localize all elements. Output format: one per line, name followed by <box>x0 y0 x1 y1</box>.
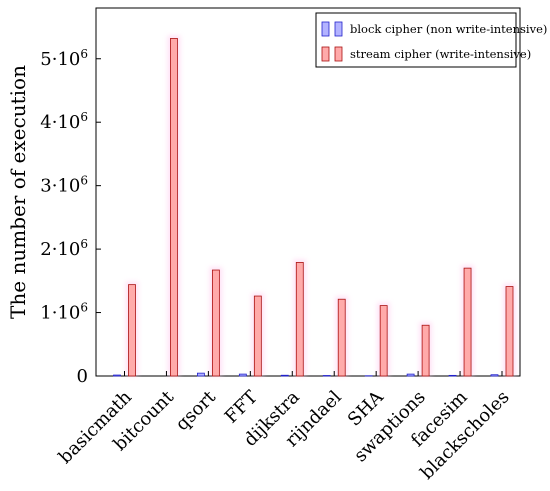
y-tick-label: 5·106 <box>40 47 88 70</box>
legend-box <box>315 12 517 68</box>
bar-block-cipher <box>448 374 457 377</box>
bar-stream-cipher <box>421 324 430 377</box>
legend-swatch <box>334 21 343 37</box>
y-tick-label: 1·106 <box>40 301 88 324</box>
legend: block cipher (non write-intensive) stream… <box>315 12 547 68</box>
bar-stream-cipher <box>295 262 304 377</box>
legend-swatch <box>321 21 330 37</box>
bar-block-cipher <box>322 375 331 377</box>
bar-block-cipher <box>406 373 415 377</box>
bar-stream-cipher <box>337 298 346 377</box>
bar-stream-cipher <box>463 267 472 377</box>
x-tick-label: qsort <box>172 386 221 435</box>
bar-block-cipher <box>238 373 247 377</box>
plot-area <box>95 7 521 377</box>
bar-stream-cipher <box>170 38 178 377</box>
bar-stream-cipher <box>211 269 220 377</box>
bar-stream-cipher <box>379 305 388 377</box>
bar-block-cipher <box>280 374 289 377</box>
bar-stream-cipher <box>128 284 136 377</box>
legend-label: block cipher (non write-intensive) <box>350 22 547 36</box>
y-tick-label: 4·106 <box>40 110 88 133</box>
y-tick-label: 3·106 <box>40 174 88 197</box>
y-axis-label: The number of execution <box>6 65 30 319</box>
bar-block-cipher <box>113 374 121 377</box>
bar-block-cipher <box>490 374 499 377</box>
bar-block-cipher <box>196 372 205 377</box>
y-tick-label: 0 <box>77 366 88 387</box>
legend-swatch <box>334 46 343 62</box>
y-tick-label: 2·106 <box>40 237 88 260</box>
legend-label: stream cipher (write-intensive) <box>350 47 531 61</box>
legend-swatch <box>321 46 330 62</box>
bar-stream-cipher <box>505 286 514 377</box>
bar-stream-cipher <box>253 295 262 377</box>
